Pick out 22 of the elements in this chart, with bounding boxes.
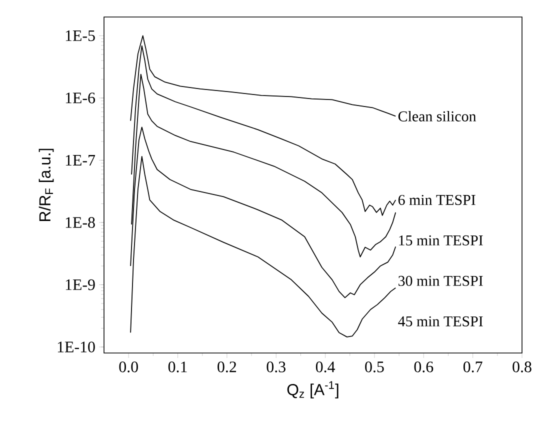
series-label: 30 min TESPI — [398, 276, 483, 286]
x-tick-label: 0.2 — [218, 362, 236, 372]
y-axis-title: R/R$_{F}$ [a.u.] — [38, 148, 54, 222]
x-tick-label: 0.8 — [512, 362, 532, 372]
series-label: 6 min TESPI — [398, 194, 476, 205]
x-tick-label: 0.3 — [266, 362, 286, 372]
x-tick-label: 0.7 — [463, 362, 482, 372]
series-label: 15 min TESPI — [399, 235, 483, 246]
series-label: 45 min TESPI — [398, 316, 483, 326]
x-tick-label: 0.0 — [119, 362, 138, 372]
y-tick-label: 1E-10 — [58, 342, 95, 352]
y-tick-label: 1E-9 — [66, 279, 95, 290]
x-tick-label: 0.4 — [316, 362, 336, 372]
y-tick-label: 1E-5 — [66, 30, 95, 42]
series-label: Clean silicon — [398, 110, 476, 122]
y-tick-label: 1E-7 — [66, 154, 96, 166]
x-axis-title: Q$_{z}$ [A$^{-1}$] — [287, 381, 338, 398]
x-tick-label: 0.6 — [414, 362, 434, 372]
y-tick-label: 1E-8 — [66, 217, 95, 228]
x-tick-label: 0.1 — [168, 362, 187, 372]
y-tick-label: 1E-6 — [66, 92, 96, 104]
x-tick-label: 0.5 — [365, 362, 384, 372]
